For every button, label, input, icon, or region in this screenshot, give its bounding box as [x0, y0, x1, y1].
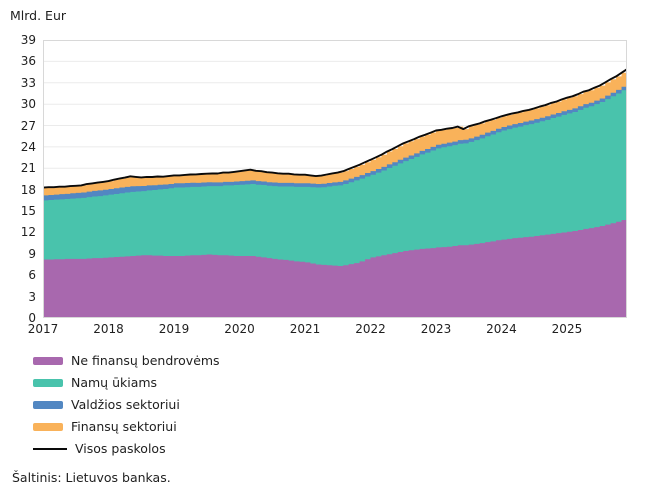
y-axis-tick-label: 30 — [20, 97, 36, 112]
y-axis-tick-label: 21 — [20, 161, 36, 176]
y-axis-tick-label: 0 — [28, 311, 36, 325]
y-axis-tick-label: 3 — [28, 289, 36, 304]
x-axis-tick-label: 2019 — [158, 322, 190, 336]
y-axis-tick-label: 36 — [20, 54, 36, 69]
x-axis-tick-label: 2020 — [224, 322, 255, 336]
y-axis-unit-label: Mlrd. Eur — [10, 8, 67, 23]
legend-label: Valdžios sektoriui — [71, 397, 180, 412]
area-purple — [43, 218, 627, 318]
y-axis-tick-label: 24 — [20, 139, 36, 154]
x-axis-tick-label: 2021 — [289, 322, 321, 336]
y-axis-tick-label: 15 — [20, 204, 36, 219]
x-axis-tick-label: 2023 — [420, 322, 452, 336]
x-axis-tick-label: 2025 — [551, 322, 583, 336]
y-axis-tick-label: 33 — [20, 75, 36, 90]
legend: Ne finansų bendrovėms Namų ūkiams Valdži… — [33, 353, 220, 456]
legend-item-namu-ukiams: Namų ūkiams — [33, 375, 220, 390]
blue-area-swatch-icon — [33, 400, 63, 409]
total-line — [42, 68, 628, 189]
y-axis-tick-label: 39 — [20, 33, 36, 47]
y-axis-tick-label: 12 — [20, 225, 36, 240]
legend-label: Finansų sektoriui — [71, 419, 177, 434]
stacked-area-chart — [42, 39, 628, 318]
x-axis-tick-label: 2018 — [93, 322, 124, 336]
x-axis-tick-label: 2022 — [355, 322, 386, 336]
teal-area-swatch-icon — [33, 378, 63, 387]
y-axis-tick-label: 18 — [20, 182, 36, 197]
legend-item-ne-finansu-bendrovems: Ne finansų bendrovėms — [33, 353, 220, 368]
x-axis-tick-label: 2017 — [27, 322, 59, 336]
y-axis-tick-label: 27 — [20, 118, 36, 133]
legend-label: Visos paskolos — [75, 441, 166, 456]
black-line-swatch-icon — [33, 447, 67, 450]
legend-item-visos-paskolos: Visos paskolos — [33, 441, 220, 456]
legend-label: Ne finansų bendrovėms — [71, 353, 220, 368]
plot-area — [42, 39, 628, 318]
legend-label: Namų ūkiams — [71, 375, 158, 390]
source-note: Šaltinis: Lietuvos bankas. — [12, 470, 171, 485]
purple-area-swatch-icon — [33, 356, 63, 365]
legend-item-finansu-sektoriui: Finansų sektoriui — [33, 419, 220, 434]
x-axis-tick-label: 2024 — [486, 322, 517, 336]
orange-area-swatch-icon — [33, 422, 63, 431]
y-axis-tick-label: 6 — [28, 268, 36, 283]
y-axis-tick-label: 9 — [28, 246, 36, 261]
legend-item-valdzios-sektoriui: Valdžios sektoriui — [33, 397, 220, 412]
